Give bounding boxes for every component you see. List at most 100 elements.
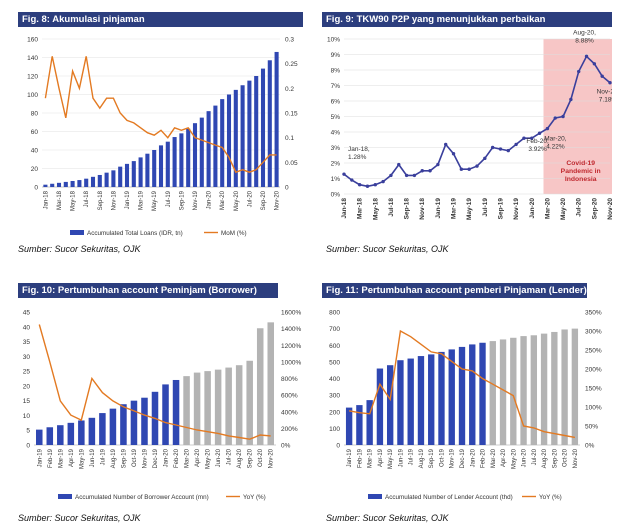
bar — [530, 335, 538, 445]
bar — [35, 429, 43, 445]
legend-swatch-bar — [368, 494, 382, 499]
y-right-tick-label: 1000% — [281, 359, 301, 366]
x-tick-label: Apr-19 — [378, 448, 384, 467]
y-right-tick-label: 600% — [281, 393, 298, 400]
x-tick-label: Nov-20 — [269, 448, 275, 468]
y-right-tick-label: 350% — [585, 310, 602, 317]
y-right-tick-label: 400% — [281, 409, 298, 416]
highlight-label: Indonesia — [565, 176, 597, 183]
bar — [43, 184, 48, 187]
x-tick-label: Mar-18 — [57, 190, 63, 210]
bar — [469, 344, 476, 445]
x-tick-label: Feb-19 — [48, 448, 54, 468]
y-right-tick-label: 0.15 — [285, 111, 298, 118]
bar — [186, 128, 191, 187]
x-tick-label: Jan-19 — [347, 448, 353, 467]
bar — [510, 337, 517, 445]
bar — [78, 420, 85, 445]
y-left-tick-label: 20 — [31, 166, 39, 173]
x-tick-label: Sep-19 — [179, 190, 185, 210]
x-tick-label: Mar-19 — [139, 190, 145, 210]
x-tick-label: Apr-19 — [69, 448, 75, 467]
bar — [214, 369, 222, 445]
x-tick-label: Jul-19 — [100, 448, 106, 465]
data-point — [444, 142, 448, 147]
bar — [458, 346, 466, 445]
data-label: 8.88% — [575, 37, 594, 44]
y-right-tick-label: 300% — [585, 329, 602, 336]
data-point — [350, 178, 354, 182]
x-tick-label: Apr-20 — [195, 448, 201, 467]
y-right-tick-label: 0.1 — [285, 135, 294, 142]
y-tick-label: 7% — [331, 83, 341, 90]
x-tick-label: Jul-19 — [166, 190, 172, 207]
x-tick-label: Jan-19 — [435, 198, 442, 219]
x-tick-label: May-20 — [234, 190, 240, 211]
x-tick-label: Sep-19 — [429, 448, 435, 468]
bar — [345, 407, 353, 445]
x-tick-label: Apr-20 — [501, 448, 507, 467]
data-point — [467, 167, 471, 171]
y-left-tick-label: 300 — [329, 393, 340, 400]
x-tick-label: Mar-19 — [368, 448, 374, 468]
bar — [130, 400, 138, 445]
data-point — [608, 81, 612, 85]
bar — [540, 333, 548, 445]
bar — [179, 133, 184, 187]
bar — [246, 360, 253, 445]
bar — [57, 425, 64, 445]
bar — [240, 85, 245, 187]
y-tick-label: 0% — [331, 192, 341, 199]
legend-label: Accumulated Total Loans (IDR, tn) — [87, 230, 183, 237]
x-tick-label: Jun-20 — [522, 448, 528, 467]
y-left-tick-label: 0 — [26, 443, 30, 450]
y-right-tick-label: 0.3 — [285, 37, 294, 44]
legend-label: Accumulated Number of Lender Account (th… — [385, 494, 513, 501]
bar — [233, 89, 238, 187]
bar — [63, 181, 68, 187]
y-left-tick-label: 5 — [26, 428, 30, 435]
source-note: Sumber: Sucor Sekuritas, OJK — [326, 244, 449, 254]
x-tick-label: Mar-19 — [58, 448, 64, 468]
y-left-tick-label: 400 — [329, 376, 340, 383]
x-tick-label: Aug-19 — [419, 448, 425, 468]
y-left-tick-label: 35 — [23, 339, 31, 346]
x-tick-label: Sep-20 — [248, 448, 254, 468]
x-tick-label: Sep-20 — [261, 190, 267, 210]
x-tick-label: May-18 — [372, 198, 379, 220]
x-tick-label: Jul-20 — [532, 448, 538, 465]
x-tick-label: Aug-20 — [542, 448, 548, 468]
x-tick-label: Dec-19 — [460, 448, 466, 468]
y-right-tick-label: 0% — [585, 443, 595, 450]
bar — [97, 174, 102, 187]
bar — [104, 172, 109, 187]
x-tick-label: Dec-19 — [153, 448, 159, 468]
bar — [448, 349, 455, 445]
data-label: Jan-18, — [348, 146, 370, 153]
panel-fig11: Fig. 11: Pertumbuhan account pemberi Pin… — [322, 283, 612, 523]
x-tick-label: Nov-20 — [607, 198, 612, 220]
x-tick-label: May-20 — [511, 448, 517, 469]
y-tick-label: 5% — [331, 114, 341, 121]
bar — [571, 328, 579, 445]
data-point — [373, 183, 377, 187]
bar — [247, 80, 252, 187]
bar — [193, 372, 201, 445]
x-tick-label: Jan-19 — [125, 190, 131, 209]
data-point — [545, 126, 550, 131]
x-tick-label: Jan-20 — [164, 448, 170, 467]
data-point — [412, 173, 417, 178]
data-point — [498, 147, 503, 151]
bar — [376, 368, 384, 445]
bar — [67, 422, 75, 445]
x-tick-label: Feb-19 — [357, 448, 363, 468]
bar — [99, 413, 106, 445]
bar — [407, 358, 414, 445]
x-tick-label: Jan-19 — [37, 448, 43, 467]
x-tick-label: Nov-18 — [111, 190, 117, 210]
y-tick-label: 2% — [331, 161, 341, 168]
x-tick-label: Jul-19 — [409, 448, 415, 465]
bar — [165, 141, 170, 187]
data-point — [459, 167, 464, 171]
data-point — [537, 131, 542, 135]
